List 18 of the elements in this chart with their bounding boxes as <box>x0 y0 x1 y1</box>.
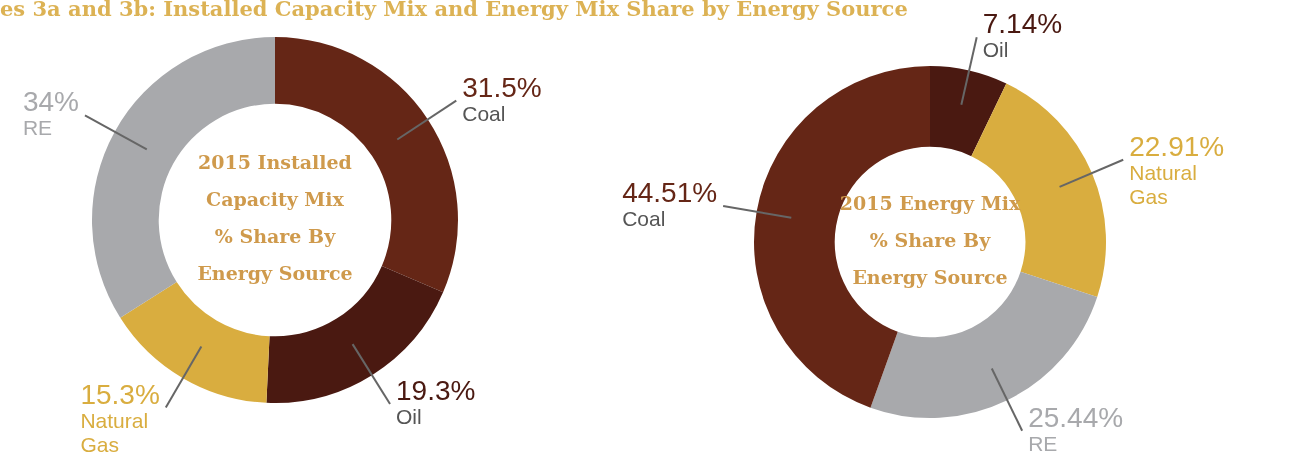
slice-label: Natural Gas <box>1129 160 1197 208</box>
slice-label: Oil <box>982 38 1009 62</box>
slice-label: RE <box>22 116 53 140</box>
data-label: 19.3% <box>396 375 476 407</box>
slice-label: Coal <box>622 206 666 230</box>
slice-label: Coal <box>462 101 506 125</box>
slice-label: RE <box>1028 431 1058 455</box>
chart-title: es 3a and 3b: Installed Capacity Mix and Energy Mix Share by Energy Source <box>0 0 908 21</box>
data-label: 22.91% <box>1129 130 1225 162</box>
data-label: 15.3% <box>80 378 160 410</box>
text: 2015 Installed Capacity Mix % Share By Energy Source <box>197 151 353 285</box>
data-label: 34% <box>22 86 79 118</box>
slice-label: Natural Gas <box>80 408 149 456</box>
data-label: 7.14% <box>982 8 1063 40</box>
data-label: 25.44% <box>1028 401 1124 433</box>
data-label: 44.51% <box>622 176 718 208</box>
slice-label: Oil <box>396 405 422 429</box>
data-label: 31.5% <box>462 71 542 103</box>
